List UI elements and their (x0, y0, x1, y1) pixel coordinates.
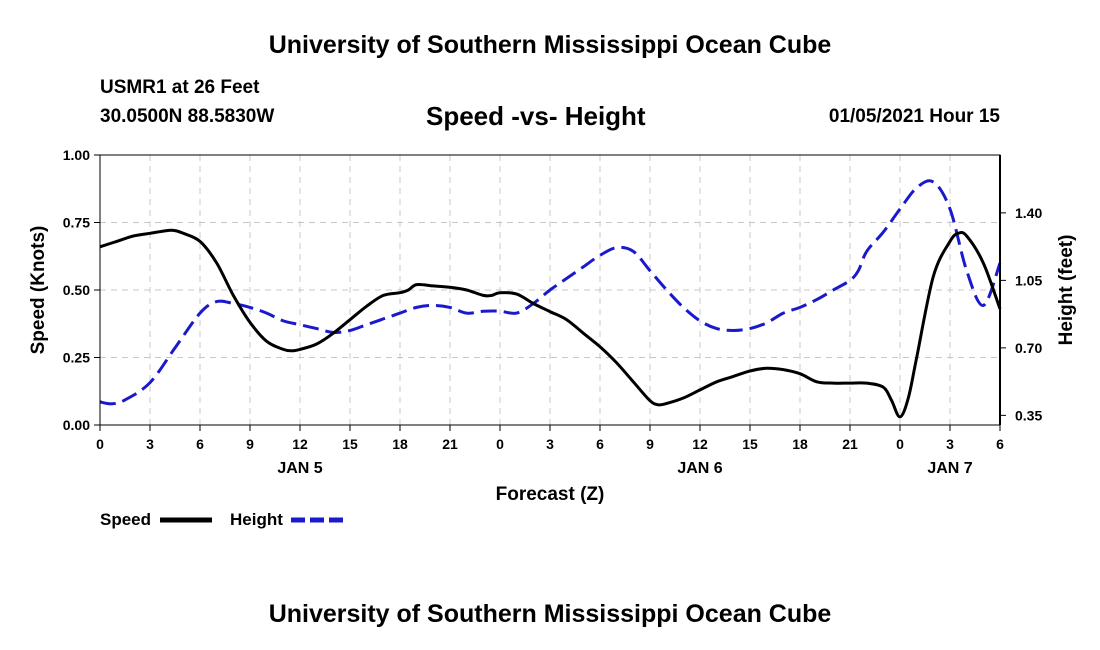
legend-speed-label: Speed (100, 510, 151, 529)
series-line-height (99, 179, 1002, 406)
legend-height-label: Height (230, 510, 283, 529)
x-tick-label: 0 (96, 436, 104, 452)
y-tick-label-left: 0.25 (63, 350, 90, 366)
day-label: JAN 6 (677, 460, 722, 477)
y-axis-label-right: Height (feet) (1056, 235, 1077, 346)
x-tick-label: 3 (546, 436, 554, 452)
x-tick-label: 6 (196, 436, 204, 452)
y-tick-label-left: 0.50 (63, 282, 90, 298)
x-tick-label: 3 (146, 436, 154, 452)
x-tick-label: 18 (792, 436, 808, 452)
x-tick-label: 6 (996, 436, 1004, 452)
legend: Speed Height (100, 510, 343, 529)
day-label: JAN 5 (277, 460, 322, 477)
x-tick-label: 3 (946, 436, 954, 452)
bottom-title: University of Southern Mississippi Ocean… (268, 600, 832, 628)
top-title: University of Southern Mississippi Ocean… (268, 31, 832, 59)
x-tick-label: 0 (496, 436, 504, 452)
x-tick-label: 15 (742, 436, 758, 452)
x-tick-label: 15 (342, 436, 358, 452)
series-line-speed (99, 228, 1002, 419)
day-label: JAN 7 (927, 460, 972, 477)
y-tick-label-left: 0.75 (63, 215, 90, 231)
x-tick-label: 21 (842, 436, 858, 452)
y-axis-label-left: Speed (Knots) (28, 226, 49, 355)
y-tick-label-right: 0.70 (1015, 340, 1042, 356)
x-tick-label: 21 (442, 436, 458, 452)
x-axis-label: Forecast (Z) (496, 484, 605, 505)
x-tick-label: 18 (392, 436, 408, 452)
chart-title: Speed -vs- Height (426, 101, 646, 131)
y-tick-label-right: 1.05 (1015, 272, 1042, 288)
y-tick-label-right: 0.35 (1015, 407, 1042, 423)
grid-lines (100, 155, 1000, 425)
x-tick-label: 6 (596, 436, 604, 452)
y-tick-label-left: 1.00 (63, 147, 90, 163)
station-name: USMR1 at 26 Feet (100, 77, 260, 98)
axes: 0 3 6 9 12 15 18 21 0 3 6 9 12 15 18 21 0 3 6 0.00 0.25 0.50 0… (63, 147, 1043, 477)
station-coordinates: 30.0500N 88.5830W (100, 106, 275, 127)
x-tick-label: 12 (692, 436, 708, 452)
y-tick-label-left: 0.00 (63, 417, 90, 433)
forecast-date: 01/05/2021 Hour 15 (828, 106, 1000, 127)
y-tick-label-right: 1.40 (1015, 205, 1042, 221)
x-tick-label: 0 (896, 436, 904, 452)
x-tick-label: 9 (646, 436, 654, 452)
series-layer (99, 179, 1002, 419)
x-tick-label: 12 (292, 436, 308, 452)
x-tick-label: 9 (246, 436, 254, 452)
